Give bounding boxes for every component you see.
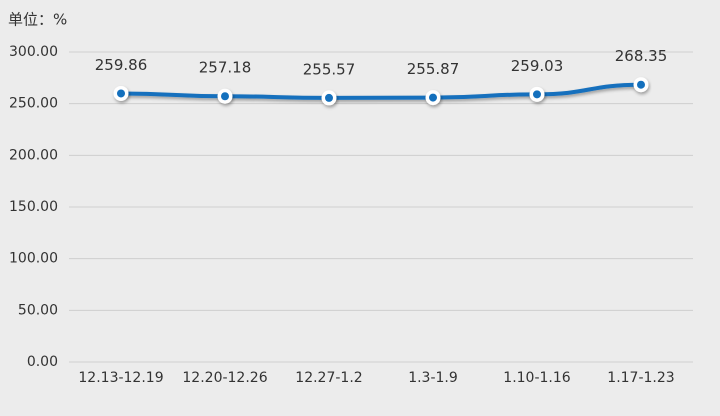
point-marker: [321, 90, 337, 106]
x-tick-label: 1.10-1.16: [503, 370, 570, 386]
y-tick-label: 150.00: [9, 199, 58, 215]
data-label: 255.87: [407, 60, 460, 78]
data-label: 259.86: [95, 56, 148, 74]
data-label: 268.35: [615, 47, 668, 65]
data-point: [533, 90, 541, 99]
y-tick-label: 250.00: [9, 96, 58, 112]
data-line: [120, 82, 642, 100]
unit-label: 单位：%: [8, 11, 67, 29]
y-tick-label: 100.00: [9, 251, 58, 267]
data-label: 259.03: [511, 57, 564, 75]
data-point: [117, 89, 125, 98]
data-point: [325, 93, 333, 102]
point-marker: [217, 88, 233, 104]
y-tick-label: 0.00: [27, 354, 58, 370]
data-point: [429, 93, 437, 102]
x-tick-label: 12.27-1.2: [295, 370, 362, 386]
y-tick-label: 300.00: [9, 44, 58, 60]
data-label: 257.18: [199, 59, 252, 77]
x-tick-label: 12.20-12.26: [182, 370, 267, 386]
point-marker: [113, 85, 129, 101]
point-marker: [425, 90, 441, 106]
x-tick-label: 1.17-1.23: [607, 370, 674, 386]
x-tick-label: 12.13-12.19: [78, 370, 163, 386]
x-tick-label: 1.3-1.9: [408, 370, 458, 386]
point-marker: [529, 86, 545, 102]
point-marker: [633, 77, 649, 93]
y-tick-label: 50.00: [18, 302, 58, 318]
data-point: [637, 80, 645, 89]
y-tick-label: 200.00: [9, 147, 58, 163]
data-label: 255.57: [303, 60, 356, 78]
data-point: [221, 92, 229, 101]
